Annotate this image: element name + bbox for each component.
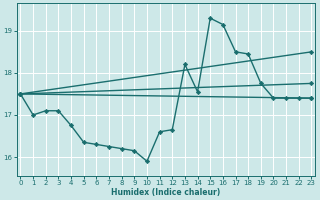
X-axis label: Humidex (Indice chaleur): Humidex (Indice chaleur) xyxy=(111,188,220,197)
